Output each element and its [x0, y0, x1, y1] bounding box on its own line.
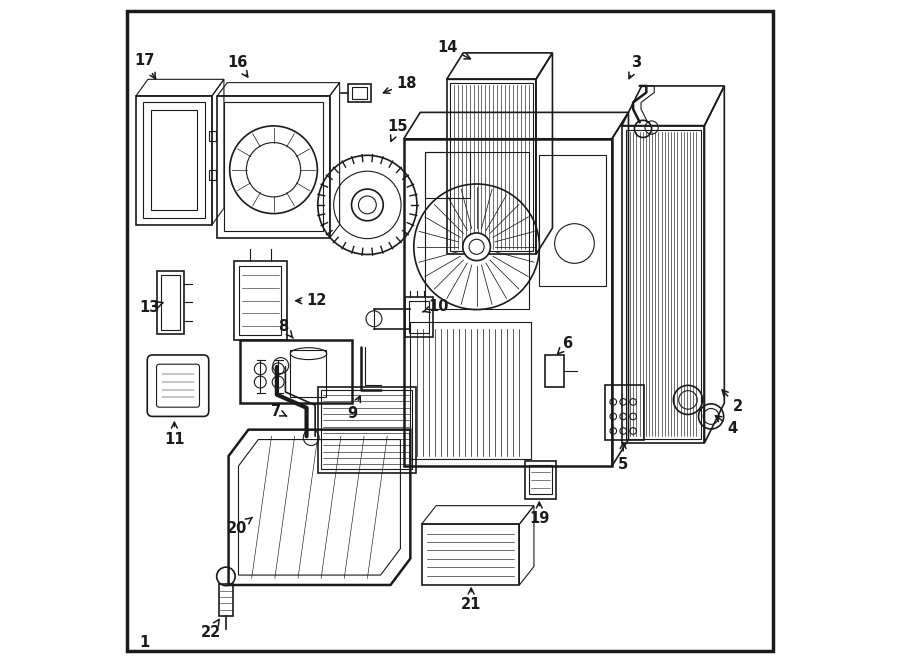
Bar [224, 102, 323, 231]
Bar [318, 387, 416, 473]
Text: 21: 21 [461, 588, 482, 612]
Bar [545, 355, 563, 387]
Bar [210, 131, 216, 141]
Bar [529, 465, 552, 494]
Text: 10: 10 [422, 299, 448, 314]
Bar [219, 584, 233, 616]
Bar [450, 83, 533, 251]
Bar [409, 301, 428, 333]
Bar [321, 390, 412, 469]
Bar [158, 271, 184, 334]
Circle shape [469, 239, 484, 254]
Bar [622, 126, 705, 443]
Bar [626, 130, 700, 439]
Text: 9: 9 [347, 396, 360, 420]
Bar [405, 297, 433, 337]
Text: 12: 12 [296, 293, 327, 308]
Bar [425, 152, 471, 198]
Bar [525, 461, 556, 499]
Bar [421, 524, 519, 585]
Bar [352, 87, 366, 99]
Text: 19: 19 [529, 502, 549, 526]
Text: 6: 6 [557, 336, 572, 354]
Bar [290, 350, 327, 397]
Text: 22: 22 [201, 619, 220, 640]
Bar [425, 152, 528, 309]
Bar [161, 275, 180, 330]
Bar [136, 96, 212, 225]
Bar [606, 385, 644, 440]
Bar [210, 170, 216, 180]
Text: 1: 1 [140, 635, 149, 650]
Text: 3: 3 [629, 56, 642, 79]
Text: 4: 4 [716, 416, 738, 436]
Text: 5: 5 [618, 443, 628, 471]
Bar [404, 139, 612, 466]
Circle shape [463, 233, 491, 260]
Bar [234, 261, 287, 340]
Bar [142, 102, 205, 218]
Bar [239, 266, 282, 335]
Text: 2: 2 [722, 390, 742, 414]
Bar [410, 322, 531, 459]
Bar [347, 84, 371, 102]
Bar [150, 110, 197, 210]
Bar [539, 155, 606, 286]
Text: 15: 15 [387, 120, 408, 141]
Text: 16: 16 [227, 55, 248, 77]
Text: 7: 7 [271, 404, 287, 418]
Text: 11: 11 [164, 422, 184, 447]
Bar [217, 96, 329, 238]
Text: 8: 8 [278, 319, 293, 338]
Bar [240, 340, 352, 403]
Text: 13: 13 [140, 300, 163, 315]
Text: 14: 14 [437, 40, 471, 59]
Text: 18: 18 [383, 76, 418, 93]
Text: 17: 17 [134, 54, 156, 79]
Text: 20: 20 [227, 518, 252, 536]
